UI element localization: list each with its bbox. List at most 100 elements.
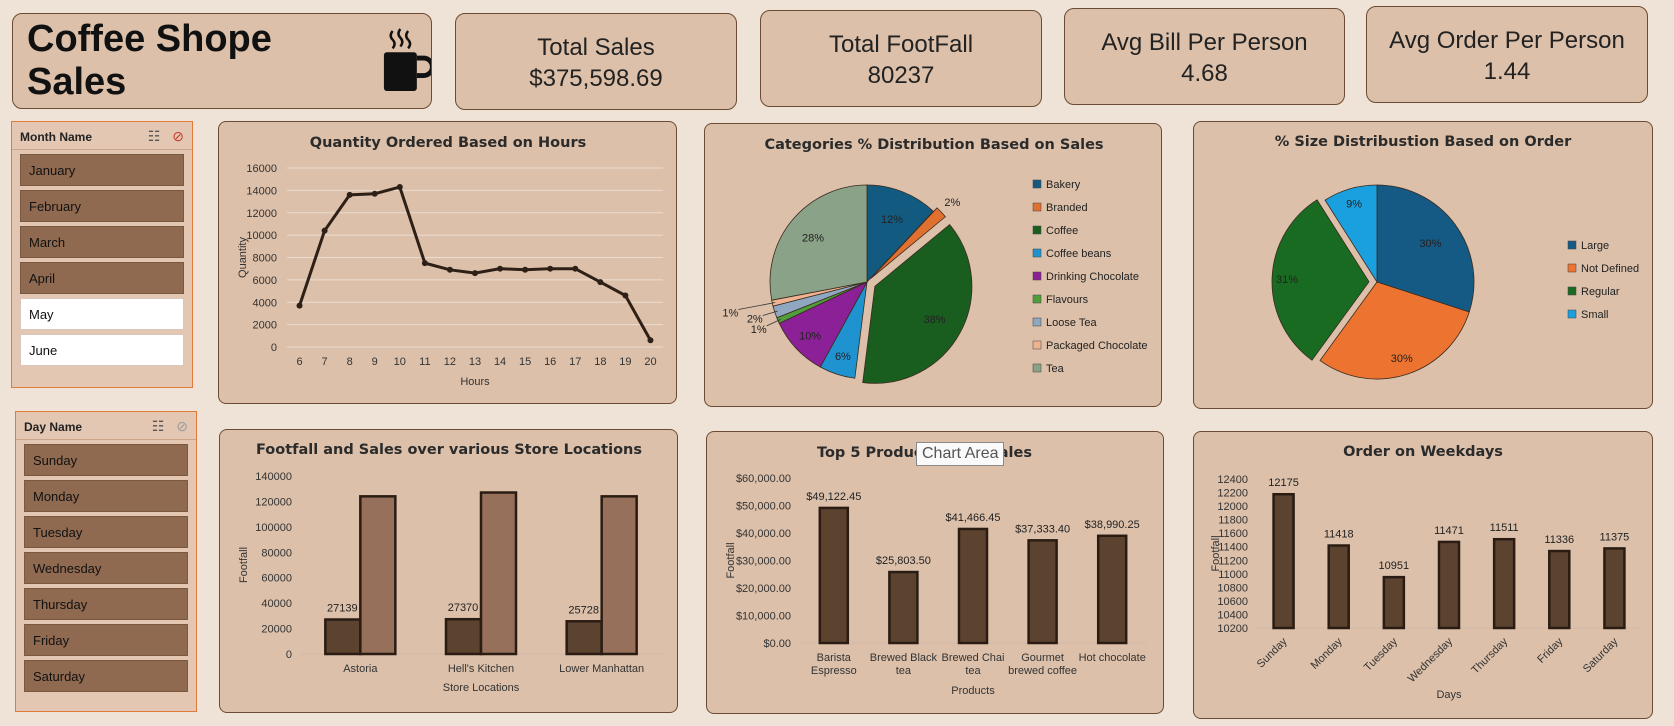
kpi-total-footfall: Total FootFall 80237 bbox=[760, 10, 1042, 107]
data-point bbox=[572, 265, 579, 272]
bar-footfall bbox=[444, 617, 483, 656]
legend-label: Not Defined bbox=[1581, 263, 1639, 275]
kpi-avg-order: Avg Order Per Person 1.44 bbox=[1366, 6, 1648, 103]
chart-top-products[interactable]: Top 5 Product Sales $0.00 $10,000.00 $20,000… bbox=[706, 431, 1164, 714]
legend-swatch bbox=[1567, 240, 1577, 250]
slicer-item-april[interactable]: April bbox=[20, 262, 184, 294]
x-tick-label: Sunday bbox=[1255, 635, 1290, 670]
clear-filter-icon[interactable]: ⊘ bbox=[176, 418, 188, 434]
x-tick-label: Brewed Black bbox=[870, 652, 938, 664]
x-tick-label: 6 bbox=[296, 356, 302, 368]
x-tick-label: 18 bbox=[594, 356, 606, 368]
x-tick-label: Saturday bbox=[1581, 635, 1621, 675]
data-point bbox=[296, 302, 303, 309]
multi-select-icon[interactable]: ☷ bbox=[151, 418, 165, 434]
x-tick-label: Wednesday bbox=[1406, 635, 1456, 685]
dashboard-title-card: Coffee Shope Sales bbox=[12, 13, 432, 109]
chart-svg: Top 5 Product Sales$0.00$10,000.00$20,000… bbox=[725, 445, 1147, 697]
y-tick-label: 2000 bbox=[253, 320, 277, 332]
kpi-label: Avg Bill Per Person bbox=[1101, 29, 1308, 56]
legend-swatch bbox=[1032, 248, 1042, 258]
bar bbox=[1272, 492, 1295, 630]
legend-label: Packaged Chocolate bbox=[1046, 340, 1148, 352]
slice-label: 1% bbox=[722, 308, 738, 320]
slice-label: 30% bbox=[1419, 238, 1441, 250]
chart-category-distribution[interactable]: Categories % Distribution Based on Sales… bbox=[704, 123, 1162, 407]
pie-slice bbox=[866, 184, 934, 284]
y-tick-label: $20,000.00 bbox=[736, 583, 791, 595]
chart-svg: Footfall and Sales over various Store Lo… bbox=[238, 442, 662, 694]
bar-footfall bbox=[565, 620, 603, 656]
x-tick-label: 17 bbox=[569, 356, 581, 368]
y-tick-label: 10800 bbox=[1217, 582, 1248, 594]
legend-swatch bbox=[1567, 309, 1577, 319]
slice-label: 2% bbox=[944, 197, 960, 209]
slicer-item-march[interactable]: March bbox=[20, 226, 184, 258]
slicer-item-february[interactable]: February bbox=[20, 190, 184, 222]
multi-select-icon[interactable]: ☷ bbox=[147, 128, 161, 144]
kpi-value: 4.68 bbox=[1181, 60, 1228, 87]
chart-size-distribution[interactable]: % Size Distribustion Based on Order 30% 30… bbox=[1193, 121, 1653, 409]
slicer-item-wednesday[interactable]: Wednesday bbox=[24, 552, 188, 584]
bar bbox=[1096, 534, 1128, 645]
bar bbox=[1548, 549, 1571, 630]
x-tick-label: Thursday bbox=[1469, 635, 1510, 676]
x-tick-label: 16 bbox=[544, 356, 556, 368]
legend-label: Coffee beans bbox=[1046, 248, 1112, 260]
bar bbox=[1492, 537, 1516, 630]
slicer-item-june[interactable]: June bbox=[20, 334, 184, 366]
x-tick-label: Gourmet bbox=[1021, 652, 1064, 664]
chart-quantity-by-hours[interactable]: Quantity Ordered Based on Hours 0 2000 4000… bbox=[218, 121, 677, 404]
x-tick-label: 11 bbox=[419, 356, 430, 368]
x-tick-label: Espresso bbox=[811, 665, 857, 677]
legend-label: Small bbox=[1581, 309, 1609, 321]
legend-swatch bbox=[1567, 286, 1577, 296]
slicer-item-friday[interactable]: Friday bbox=[24, 624, 188, 656]
y-tick-label: 80000 bbox=[261, 547, 292, 559]
slicer-item-monday[interactable]: Monday bbox=[24, 480, 188, 512]
legend-swatch bbox=[1032, 363, 1042, 373]
legend-swatch bbox=[1032, 179, 1042, 189]
data-point bbox=[472, 270, 478, 277]
y-axis-label: Footfall bbox=[725, 542, 737, 578]
data-point bbox=[421, 260, 428, 267]
legend-label: Large bbox=[1581, 240, 1609, 252]
y-tick-label: 11800 bbox=[1218, 515, 1248, 527]
y-tick-label: 60000 bbox=[261, 573, 292, 585]
data-point bbox=[321, 227, 328, 234]
data-point bbox=[547, 265, 554, 272]
legend-label: Bakery bbox=[1046, 179, 1081, 191]
data-point bbox=[371, 190, 378, 197]
legend-label: Loose Tea bbox=[1046, 317, 1097, 329]
bar bbox=[818, 506, 850, 645]
y-tick-label: 4000 bbox=[253, 297, 277, 309]
data-label: 25728 bbox=[568, 604, 599, 616]
slicer-item-may[interactable]: May bbox=[20, 298, 184, 330]
legend-label: Coffee bbox=[1046, 225, 1078, 237]
chart-store-locations[interactable]: Footfall and Sales over various Store Lo… bbox=[219, 429, 678, 713]
slicer-item-january[interactable]: January bbox=[20, 154, 184, 186]
kpi-value: 80237 bbox=[867, 62, 935, 89]
data-label: 11511 bbox=[1490, 522, 1519, 534]
y-tick-label: 10600 bbox=[1217, 596, 1248, 608]
kpi-total-sales: Total Sales $375,598.69 bbox=[455, 13, 737, 110]
clear-filter-icon[interactable]: ⊘ bbox=[172, 128, 184, 144]
slicer-item-tuesday[interactable]: Tuesday bbox=[24, 516, 188, 548]
bar bbox=[1603, 547, 1626, 630]
y-tick-label: 10000 bbox=[246, 230, 277, 242]
slicer-item-thursday[interactable]: Thursday bbox=[24, 588, 188, 620]
y-tick-label: 10200 bbox=[1217, 623, 1248, 635]
x-tick-label: 19 bbox=[619, 356, 631, 368]
slice-label: 28% bbox=[802, 232, 824, 244]
slicer-item-saturday[interactable]: Saturday bbox=[24, 660, 188, 692]
y-tick-label: $40,000.00 bbox=[736, 528, 791, 540]
slice-label: 10% bbox=[799, 330, 821, 342]
x-tick-label: Hell's Kitchen bbox=[448, 663, 514, 675]
chart-weekday-orders[interactable]: Order on Weekdays 10200 10400 10600 10800 110… bbox=[1193, 431, 1653, 719]
chart-title: % Size Distribustion Based on Order bbox=[1275, 134, 1572, 150]
legend-swatch bbox=[1032, 225, 1042, 235]
x-tick-label: Astoria bbox=[343, 663, 378, 675]
slicer-item-sunday[interactable]: Sunday bbox=[24, 444, 188, 476]
slice-label: 12% bbox=[881, 214, 903, 226]
pie-slice bbox=[1319, 281, 1470, 380]
